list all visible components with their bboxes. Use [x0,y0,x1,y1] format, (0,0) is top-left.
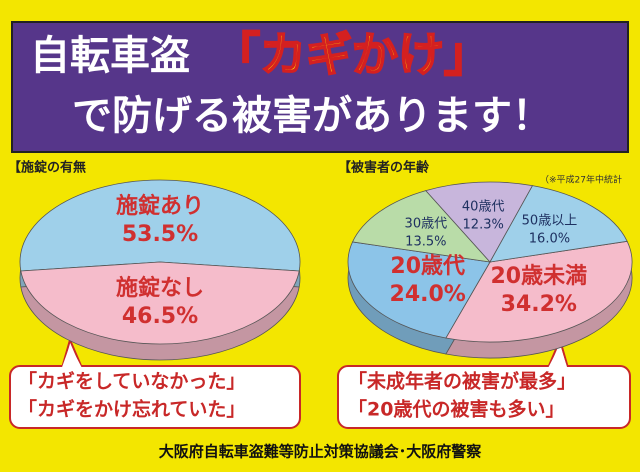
slice [19,179,301,272]
callout-text: 「20歳代の被害も多い」 [348,398,564,421]
slice-label: 50歳以上 [522,213,578,228]
slice-label: 20歳未満 [491,263,588,289]
slice-value-label: 53.5% [122,222,198,247]
slice [489,185,628,263]
slice-label: 施錠あり [116,193,204,219]
slice [445,240,633,343]
chart-note: （※平成27年中統計 [540,174,622,186]
chart-title: 【被害者の年齢 [338,160,430,176]
banner-line1a: 自転車盗 [30,33,190,79]
callout-text: 「カギをしていなかった」 [18,370,245,393]
slice-value-label: 24.0% [390,282,466,307]
callout [9,337,631,429]
slice-value-label: 12.3% [463,217,504,232]
banner-line1b: 「カギかけ」 [214,28,490,82]
callout-text: 「カギをかけ忘れていた」 [18,398,245,421]
slice-label: 40歳代 [462,199,505,214]
slice-label: 30歳代 [405,216,448,231]
slice-label: 20歳代 [390,254,465,279]
slice [425,181,534,263]
slice [347,241,491,339]
slice-value-label: 13.5% [405,234,446,249]
slice-value-label: 34.2% [501,292,577,317]
slice-value-label: 16.0% [529,231,570,246]
slice [351,190,492,263]
slice-label: 施錠なし [116,275,204,301]
chart-title: 【施錠の有無 [8,160,86,176]
slice [20,261,300,345]
callout-text: 「未成年者の被害が最多」 [348,370,576,393]
banner-line2: で防げる被害があります！ [72,93,552,139]
banner [11,21,629,153]
slice-value-label: 46.5% [122,304,198,329]
footer: 大阪府自転車盗難等防止対策協議会･大阪府警察 [159,443,483,461]
